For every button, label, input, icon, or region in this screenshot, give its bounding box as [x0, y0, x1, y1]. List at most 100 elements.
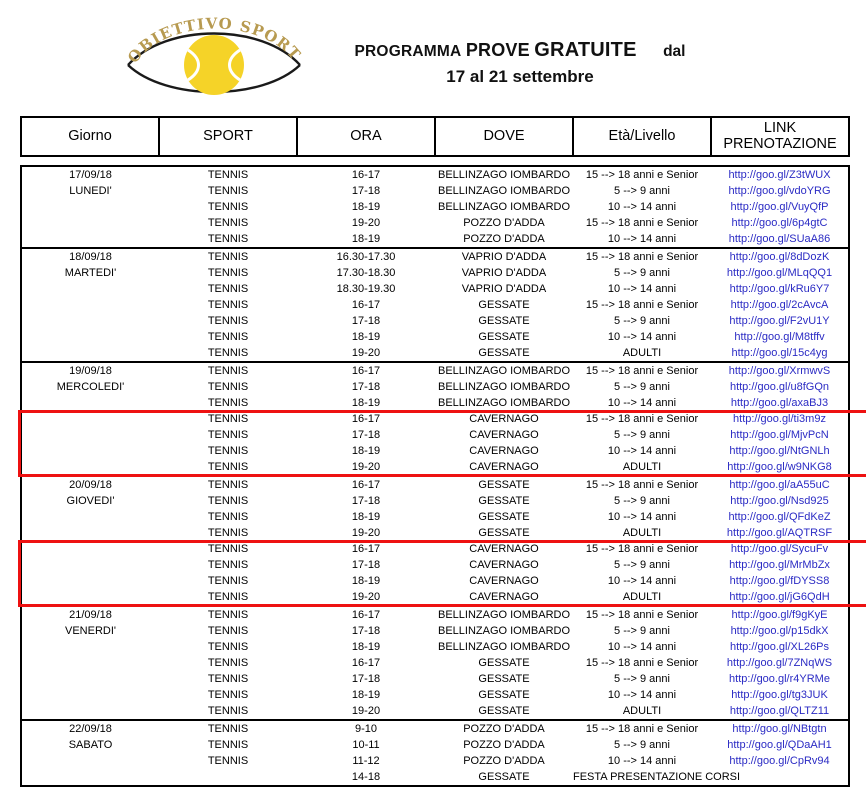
cell-sport: TENNIS	[159, 605, 297, 623]
cell-eta-livello: 5 --> 9 anni	[614, 315, 670, 327]
column-header-dove: DOVE	[434, 116, 574, 157]
logo-graphic: OBIETTIVO SPORT	[118, 9, 310, 102]
title-word-gratuite: GRATUITE	[534, 39, 637, 61]
cell-giorno	[21, 753, 159, 769]
cell-link-prenotazione[interactable]: http://goo.gl/2cAvcA	[730, 299, 829, 311]
cell-eta-livello: 5 --> 9 anni	[614, 673, 670, 685]
cell-link-prenotazione[interactable]: http://goo.gl/NtGNLh	[729, 445, 830, 457]
cell-link-prenotazione[interactable]: http://goo.gl/7ZNqWS	[726, 657, 833, 669]
cell-eta-livello: 5 --> 9 anni	[614, 739, 670, 751]
cell-sport: TENNIS	[207, 445, 249, 457]
cell-link-prenotazione[interactable]: http://goo.gl/Z3tWUX	[728, 169, 831, 181]
cell-dove: POZZO D'ADDA	[463, 217, 545, 229]
cell-eta-livello: 10 --> 14 anni	[607, 641, 677, 653]
obiettivo-sport-logo: OBIETTIVO SPORT	[118, 9, 310, 102]
cell-link-prenotazione[interactable]: http://goo.gl/jG6QdH	[729, 591, 830, 603]
cell-link-prenotazione[interactable]: http://goo.gl/SycuFv	[730, 543, 829, 555]
cell-link-prenotazione[interactable]: http://goo.gl/15c4yg	[731, 347, 828, 359]
cell-dove: POZZO D'ADDA	[463, 755, 545, 767]
cell-link-prenotazione[interactable]: http://goo.gl/axaBJ3	[730, 397, 829, 409]
cell-giorno: 22/09/18	[21, 719, 159, 737]
table-row: 21/09/18 TENNIS 16-17 BELLINZAGO IOMBARDO 15…	[21, 605, 849, 623]
cell-link-prenotazione[interactable]: http://goo.gl/XrmwvS	[711, 361, 849, 379]
cell-link-prenotazione[interactable]: http://goo.gl/ti3m9z	[733, 413, 826, 425]
cell-link-prenotazione[interactable]: http://goo.gl/AQTRSF	[726, 527, 833, 539]
cell-eta-livello: 15 --> 18 anni e Senior	[585, 657, 699, 669]
cell-giorno	[21, 573, 159, 589]
cell-link-prenotazione[interactable]: http://goo.gl/F2vU1Y	[729, 315, 830, 327]
cell-link-prenotazione[interactable]: http://goo.gl/8dDozK	[711, 247, 849, 265]
cell-dove: GESSATE	[478, 689, 530, 701]
cell-sport: TENNIS	[207, 413, 249, 425]
cell-eta-livello: 5 --> 9 anni	[614, 185, 670, 197]
cell-sport: TENNIS	[207, 185, 249, 197]
cell-sport: TENNIS	[207, 673, 249, 685]
table-row: GIOVEDI' TENNIS 17-18 GESSATE 5 --> 9 anni ht…	[21, 493, 849, 509]
cell-link-prenotazione[interactable]: http://goo.gl/f9gKyE	[711, 605, 849, 623]
table-row: TENNIS 18-19 POZZO D'ADDA 10 --> 14 anni htt…	[21, 231, 849, 248]
cell-link-prenotazione[interactable]: http://goo.gl/MLqQQ1	[726, 267, 833, 279]
cell-eta-livello: 10 --> 14 anni	[607, 233, 677, 245]
cell-ora: 16-17	[297, 361, 435, 379]
cell-link-prenotazione[interactable]: http://goo.gl/CpRv94	[729, 755, 830, 767]
cell-link-prenotazione[interactable]: http://goo.gl/QDaAH1	[727, 739, 832, 751]
cell-link-prenotazione[interactable]: http://goo.gl/fDYSS8	[729, 575, 830, 587]
cell-eta-livello: 10 --> 14 anni	[607, 575, 677, 587]
cell-eta-livello: 15 --> 18 anni e Senior	[585, 299, 699, 311]
cell-sport: TENNIS	[207, 755, 249, 767]
cell-link-prenotazione[interactable]: http://goo.gl/p15dkX	[730, 625, 829, 637]
cell-eta-livello: ADULTI	[622, 705, 662, 717]
cell-link-prenotazione[interactable]: http://goo.gl/QFdKeZ	[728, 511, 831, 523]
table-row: 14-18 GESSATE FESTA PRESENTAZIONE CORSI	[21, 769, 849, 786]
cell-dove: CAVERNAGO	[469, 543, 539, 555]
cell-dove: GESSATE	[478, 771, 530, 783]
cell-dove: POZZO D'ADDA	[463, 739, 545, 751]
cell-dove: BELLINZAGO IOMBARDO	[437, 201, 571, 213]
cell-link-prenotazione[interactable]: http://goo.gl/VuyQfP	[730, 201, 829, 213]
cell-ora: 16-17	[351, 413, 381, 425]
cell-link-prenotazione[interactable]: http://goo.gl/tg3JUK	[731, 689, 828, 701]
cell-sport: TENNIS	[207, 217, 249, 229]
title-word-dal: dal	[663, 43, 686, 60]
cell-dove: BELLINZAGO IOMBARDO	[437, 641, 571, 653]
cell-link-prenotazione[interactable]: http://goo.gl/aA55uC	[711, 475, 849, 493]
cell-ora: 16-17	[351, 657, 381, 669]
column-header-eta: Età/Livello	[572, 116, 712, 157]
cell-eta-livello: 10 --> 14 anni	[607, 397, 677, 409]
cell-giorno: 19/09/18	[21, 361, 159, 379]
cell-link-prenotazione[interactable]: http://goo.gl/w9NKG8	[727, 461, 832, 473]
cell-ora: 18-19	[351, 689, 381, 701]
cell-link-prenotazione[interactable]: http://goo.gl/NBtgtn	[711, 719, 849, 737]
table-header-row: Giorno SPORT ORA DOVE Età/Livello LINK P…	[20, 116, 850, 157]
cell-giorno	[21, 557, 159, 573]
cell-giorno	[21, 395, 159, 411]
cell-link-prenotazione[interactable]: http://goo.gl/QLTZ11	[729, 705, 830, 717]
cell-dove: CAVERNAGO	[469, 429, 539, 441]
cell-sport: TENNIS	[207, 267, 249, 279]
cell-link-prenotazione[interactable]: http://goo.gl/M8tffv	[734, 331, 825, 343]
cell-ora: 17-18	[351, 381, 381, 393]
cell-link-prenotazione[interactable]: http://goo.gl/MjvPcN	[730, 429, 829, 441]
cell-eta-livello: 10 --> 14 anni	[607, 331, 677, 343]
cell-dove: GESSATE	[478, 331, 530, 343]
cell-link-prenotazione[interactable]: http://goo.gl/SUaA86	[728, 233, 831, 245]
cell-dove: CAVERNAGO	[469, 413, 539, 425]
cell-link-prenotazione[interactable]: http://goo.gl/r4YRMe	[729, 673, 830, 685]
cell-sport: TENNIS	[207, 511, 249, 523]
cell-link-prenotazione[interactable]: http://goo.gl/XL26Ps	[729, 641, 830, 653]
table-row: TENNIS 19-20 CAVERNAGO ADULTI http://goo.gl/…	[21, 459, 849, 476]
cell-link-prenotazione[interactable]: http://goo.gl/u8fGQn	[729, 381, 830, 393]
table-row: TENNIS 18.30-19.30 VAPRIO D'ADDA 10 --> 14 …	[21, 281, 849, 297]
cell-giorno: VENERDI'	[65, 625, 116, 637]
cell-eta-livello: 5 --> 9 anni	[614, 495, 670, 507]
table-row: TENNIS 16-17 CAVERNAGO 15 --> 18 anni e Sen…	[21, 411, 849, 427]
cell-link-prenotazione[interactable]: http://goo.gl/Nsd925	[730, 495, 829, 507]
cell-sport: TENNIS	[207, 169, 249, 181]
cell-giorno: 21/09/18	[21, 605, 159, 623]
cell-link-prenotazione[interactable]: http://goo.gl/6p4gtC	[731, 217, 828, 229]
cell-link-prenotazione[interactable]: http://goo.gl/MrMbZx	[729, 559, 830, 571]
cell-link-prenotazione[interactable]: http://goo.gl/kRu6Y7	[729, 283, 830, 295]
cell-link-prenotazione[interactable]: http://goo.gl/vdoYRG	[728, 185, 831, 197]
cell-eta-livello: 15 --> 18 anni e Senior	[573, 475, 711, 493]
cell-eta-livello: 10 --> 14 anni	[607, 755, 677, 767]
